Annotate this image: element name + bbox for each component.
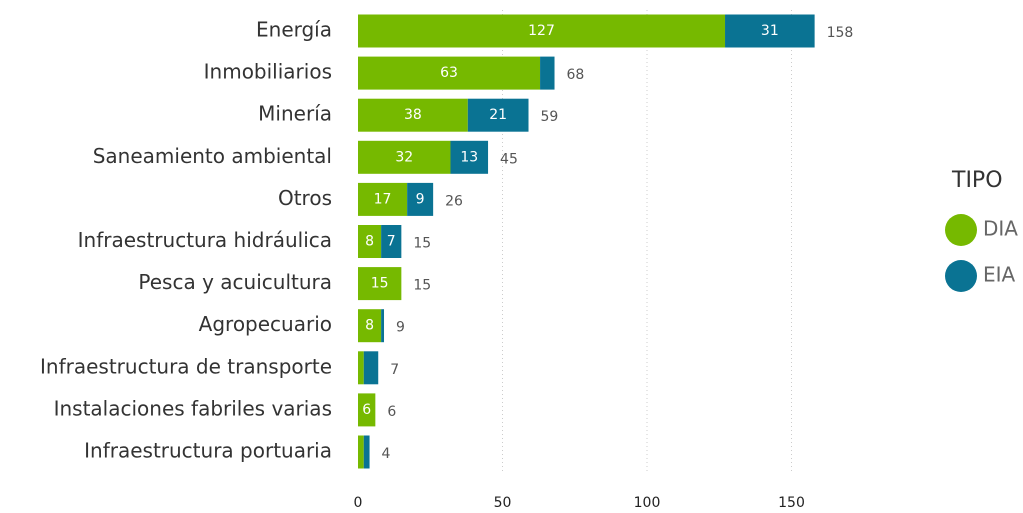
category-label: Saneamiento ambiental	[93, 144, 332, 168]
bar-segment	[358, 435, 364, 469]
segment-label: 31	[761, 23, 779, 39]
segment-label: 7	[387, 234, 396, 250]
total-label: 4	[382, 446, 391, 462]
bar-segment	[381, 225, 402, 258]
bar-segment	[358, 393, 376, 427]
total-label: 59	[541, 109, 559, 125]
bar-segment	[725, 14, 815, 48]
segment-label: 9	[416, 191, 425, 207]
x-tick-label: 50	[494, 495, 512, 511]
category-label: Inmobiliarios	[204, 60, 332, 84]
category-label: Infraestructura hidráulica	[78, 228, 332, 252]
category-label: Otros	[278, 186, 332, 210]
legend-swatch	[945, 214, 977, 246]
bar-segment	[358, 351, 364, 385]
category-label: Energía	[256, 18, 332, 42]
bar-segment	[358, 140, 451, 174]
segment-label: 13	[460, 149, 478, 165]
total-label: 68	[567, 67, 585, 83]
legend-title: TIPO	[951, 168, 1003, 193]
legend-label: DIA	[983, 217, 1018, 241]
segment-label: 38	[404, 107, 422, 123]
total-label: 26	[445, 193, 463, 209]
x-tick-label: 100	[634, 495, 661, 511]
total-label: 45	[500, 151, 518, 167]
x-tick-label: 150	[778, 495, 805, 511]
bar-segment	[358, 98, 468, 132]
legend-swatch	[945, 260, 977, 292]
total-label: 9	[396, 320, 405, 336]
category-label: Infraestructura de transporte	[40, 354, 332, 378]
bar-segment	[358, 56, 541, 90]
bar-segment	[381, 309, 385, 343]
total-label: 6	[387, 404, 396, 420]
bar-segment	[358, 225, 382, 258]
segment-label: 63	[440, 65, 458, 81]
total-label: 7	[390, 362, 399, 378]
bar-segment	[540, 56, 555, 90]
segment-label: 15	[371, 276, 389, 292]
category-label: Minería	[258, 102, 332, 126]
segment-label: 8	[365, 318, 374, 334]
bar-segment	[363, 351, 379, 385]
category-label: Pesca y acuicultura	[138, 270, 332, 294]
bar-segment	[358, 267, 402, 301]
bar-segment	[450, 140, 489, 174]
category-label: Agropecuario	[199, 312, 332, 336]
total-label: 15	[413, 236, 431, 252]
segment-label: 127	[528, 23, 555, 39]
total-label: 15	[413, 278, 431, 294]
bar-segment	[358, 182, 408, 216]
total-label: 158	[827, 25, 854, 41]
x-tick-label: 0	[354, 495, 363, 511]
segment-label: 32	[395, 149, 413, 165]
segment-label: 17	[374, 191, 392, 207]
category-label: Infraestructura portuaria	[84, 439, 332, 463]
segment-label: 8	[365, 234, 374, 250]
legend-label: EIA	[983, 263, 1016, 287]
bar-segment	[358, 14, 726, 48]
bar-segment	[358, 309, 382, 343]
segment-label: 6	[362, 402, 371, 418]
bar-segment	[467, 98, 529, 132]
segment-label: 21	[489, 107, 507, 123]
bar-segment	[407, 182, 434, 216]
category-label: Instalaciones fabriles varias	[54, 396, 332, 420]
bar-segment	[363, 435, 370, 469]
